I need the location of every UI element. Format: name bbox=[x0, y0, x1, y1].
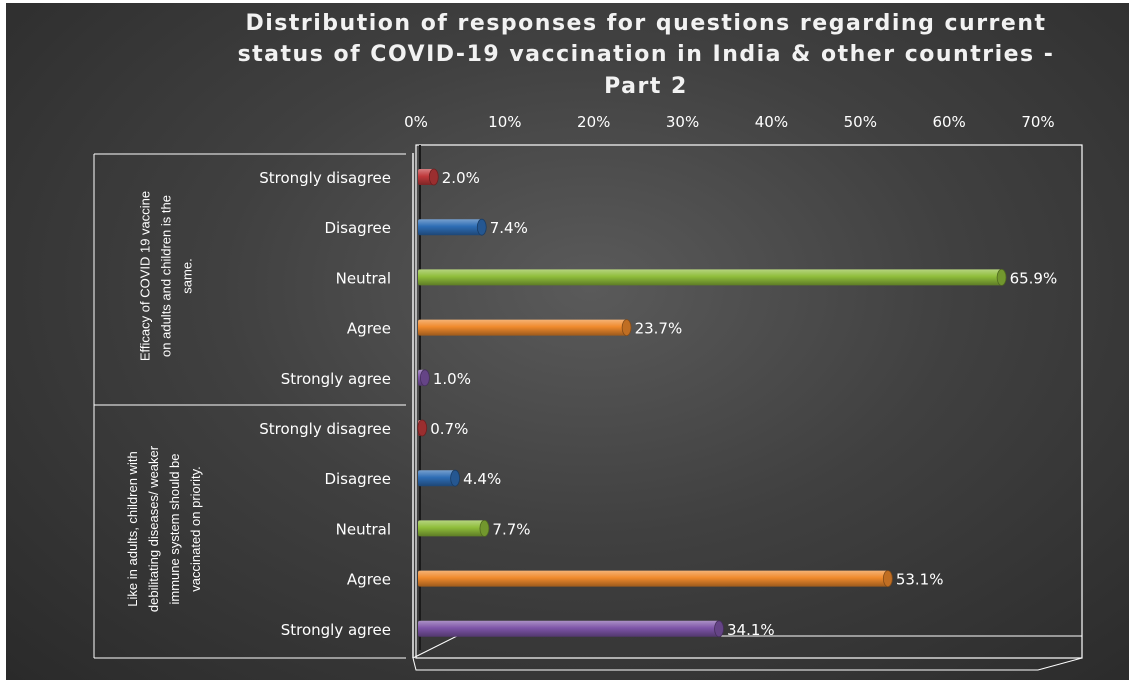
group-label-efficacy-line-3: same. bbox=[179, 258, 195, 294]
data-label: 4.4% bbox=[463, 470, 501, 488]
bar-end-cap bbox=[621, 319, 632, 337]
category-label: Disagree bbox=[324, 470, 391, 488]
group-label-priority: Like in adults, children with debilitati… bbox=[122, 446, 206, 612]
data-label: 7.4% bbox=[490, 219, 528, 237]
bar bbox=[418, 219, 482, 236]
data-label: 7.7% bbox=[492, 520, 530, 538]
bar-end-cap bbox=[450, 469, 460, 487]
bar-end-cap bbox=[479, 520, 490, 537]
category-label: Neutral bbox=[336, 520, 391, 538]
bar bbox=[418, 470, 456, 487]
group-label-priority-line-4: vaccinated on priority. bbox=[188, 466, 203, 592]
x-tick-label: 70% bbox=[1021, 113, 1054, 131]
bar bbox=[418, 570, 888, 587]
data-label: 1.0% bbox=[433, 370, 471, 388]
group-label-efficacy: Efficacy of COVID 19 vaccine on adults a… bbox=[135, 191, 198, 361]
data-label: 23.7% bbox=[635, 320, 683, 338]
category-label: Agree bbox=[347, 571, 391, 589]
x-tick-label: 60% bbox=[932, 113, 965, 131]
chart-title-line-1: Distribution of responses for questions … bbox=[245, 11, 1047, 36]
x-tick-label: 50% bbox=[844, 113, 877, 131]
group-label-efficacy-line-1: Efficacy of COVID 19 vaccine bbox=[137, 190, 153, 362]
group-label-efficacy-line-2: on adults and children is the bbox=[158, 195, 174, 357]
bar-end-cap bbox=[419, 369, 430, 387]
group-label-priority-line-2: debilitating diseases/ weaker bbox=[146, 445, 161, 613]
bar-end-cap bbox=[714, 620, 724, 638]
data-label: 53.1% bbox=[896, 571, 944, 589]
category-label: Strongly agree bbox=[281, 621, 391, 639]
x-tick-label: 30% bbox=[666, 113, 699, 131]
category-label: Agree bbox=[347, 320, 391, 338]
bar-end-cap bbox=[996, 268, 1007, 286]
x-tick-label: 40% bbox=[755, 113, 788, 131]
bar-end-cap bbox=[428, 168, 439, 186]
data-label: 2.0% bbox=[442, 169, 480, 187]
category-label: Strongly disagree bbox=[259, 169, 391, 187]
category-label: Strongly disagree bbox=[259, 420, 391, 438]
data-label: 65.9% bbox=[1010, 269, 1058, 287]
bar-end-cap bbox=[417, 419, 428, 437]
chart-plot: 0% 10% 20% 30% 40% 50% 60% 70% Strongly disagree… bbox=[93, 113, 1083, 671]
category-label: Strongly agree bbox=[281, 370, 391, 388]
chart-area: Distribution of responses for questions … bbox=[6, 3, 1129, 680]
data-label: 0.7% bbox=[430, 420, 468, 438]
bar-end-cap bbox=[882, 570, 893, 587]
plot-floor bbox=[412, 635, 1083, 671]
category-label: Disagree bbox=[324, 219, 391, 237]
bar bbox=[418, 520, 485, 537]
data-label: 34.1% bbox=[727, 621, 775, 639]
plot-back-wall bbox=[415, 144, 1083, 659]
bar bbox=[418, 269, 1002, 286]
x-tick-label: 0% bbox=[404, 113, 428, 131]
bar bbox=[418, 319, 627, 336]
chart-title-line-3: Part 2 bbox=[604, 74, 688, 99]
x-tick-label: 10% bbox=[488, 113, 521, 131]
bar bbox=[418, 620, 720, 637]
chart-title-line-2: status of COVID-19 vaccination in India … bbox=[237, 42, 1055, 67]
category-label: Neutral bbox=[336, 269, 391, 287]
x-tick-label: 20% bbox=[577, 113, 610, 131]
group-label-priority-line-1: Like in adults, children with bbox=[125, 451, 140, 607]
group-label-priority-line-3: immune system should be bbox=[167, 453, 182, 605]
bar-end-cap bbox=[476, 218, 487, 236]
